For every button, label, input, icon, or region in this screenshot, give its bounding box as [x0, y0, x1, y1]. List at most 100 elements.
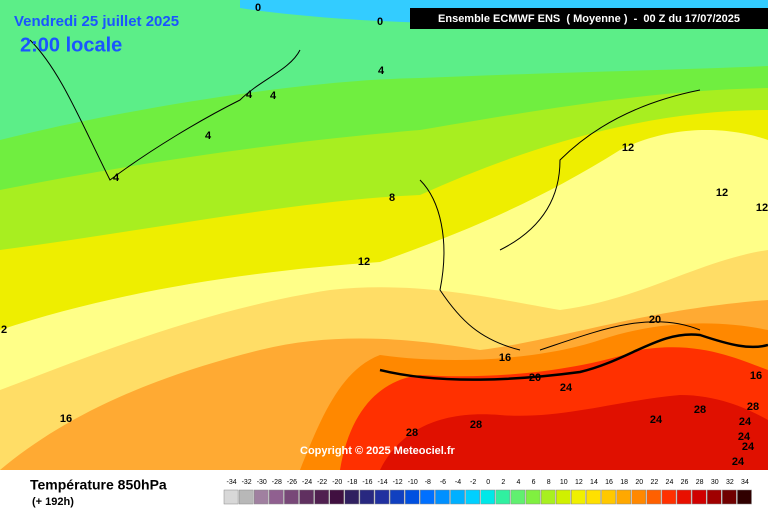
scale-swatch: [540, 489, 556, 505]
scale-label: -8: [425, 479, 431, 486]
scale-label: -28: [272, 479, 282, 486]
time: 2:00 locale: [20, 34, 122, 56]
contour-label: 2: [1, 324, 7, 336]
scale-label: -16: [362, 479, 372, 486]
header-box: [410, 8, 768, 29]
contour-label: 16: [499, 352, 511, 364]
scale-swatch: [420, 489, 435, 505]
scale-label: -22: [317, 479, 327, 486]
contour-label: 12: [716, 187, 728, 199]
contour-label: 0: [255, 2, 261, 14]
scale-swatch: [480, 489, 496, 505]
contour-label: 24: [739, 416, 752, 428]
scale-label: 32: [726, 479, 734, 486]
scale-swatch: [389, 489, 405, 505]
scale-swatch: [737, 489, 752, 505]
scale-swatch: [374, 489, 390, 505]
contour-label: 24: [738, 431, 751, 443]
scale-swatch: [269, 489, 284, 505]
scale-label: 0: [486, 479, 490, 486]
scale-swatch: [495, 489, 511, 505]
scale-label: 34: [741, 479, 749, 486]
contour-label: 24: [650, 414, 663, 426]
scale-swatch: [314, 489, 329, 505]
color-scale: -34 -32 -30 -28 -26 -24 -22 -20 -18 -16 -14 -12 -10-…: [223, 479, 752, 505]
scale-label: 14: [590, 479, 598, 486]
scale-swatch: [299, 489, 314, 505]
scale-label: -14: [377, 479, 387, 486]
scale-swatch: [601, 489, 616, 505]
contour-label: 12: [622, 142, 634, 154]
contour-label: 24: [560, 382, 573, 394]
scale-label: 10: [560, 479, 568, 486]
contour-label: 4: [246, 89, 253, 101]
scale-label: -2: [470, 479, 476, 486]
contour-label: 4: [113, 172, 120, 184]
scale-swatch: [691, 489, 707, 505]
contour-label: 24: [732, 456, 745, 468]
model-info: Ensemble ECMWF ENS ( Moyenne ) - 00 Z du…: [438, 13, 740, 25]
scale-label: 4: [516, 479, 520, 486]
scale-swatch: [435, 489, 450, 505]
scale-swatch: [525, 489, 541, 505]
scale-label: -20: [332, 479, 342, 486]
band-28: [380, 395, 768, 470]
scale-swatch: [510, 489, 526, 505]
scale-swatch: [616, 489, 631, 505]
contour-label: 4: [378, 65, 385, 77]
scale-label: -18: [347, 479, 357, 486]
scale-swatch: [722, 489, 737, 505]
scale-swatch: [238, 489, 254, 505]
scale-swatch: [631, 489, 647, 505]
scale-label: 18: [620, 479, 628, 486]
scale-label: -34: [226, 479, 236, 486]
scale-label: -32: [242, 479, 252, 486]
scale-swatch: [555, 489, 571, 505]
contour-label: 4: [270, 90, 277, 102]
scale-label: 26: [681, 479, 689, 486]
contour-label: 20: [529, 372, 541, 384]
scale-label: 22: [650, 479, 658, 486]
contour-label: 0: [377, 16, 383, 28]
scale-swatch: [359, 489, 375, 505]
scale-swatch: [253, 489, 269, 505]
scale-label: 30: [711, 479, 719, 486]
contour-label: 28: [406, 427, 418, 439]
scale-swatch: [676, 489, 692, 505]
contour-label: 16: [60, 413, 72, 425]
contour-label: 12: [358, 256, 370, 268]
scale-swatch: [344, 489, 360, 505]
scale-label: -26: [287, 479, 297, 486]
legend-title: Température 850hPa: [30, 477, 167, 493]
scale-label: -10: [408, 479, 418, 486]
scale-swatch: [284, 489, 299, 505]
scale-swatch: [661, 489, 677, 505]
scale-swatch: [450, 489, 465, 505]
scale-label: 28: [696, 479, 704, 486]
contour-label: 28: [747, 401, 759, 413]
date: Vendredi 25 juillet 2025: [14, 13, 179, 30]
scale-label: 8: [547, 479, 551, 486]
contour-label: 4: [205, 130, 212, 142]
scale-swatch: [706, 489, 722, 505]
contour-label: 12: [756, 202, 768, 214]
scale-swatch: [329, 489, 345, 505]
scale-swatch: [465, 489, 480, 505]
copyright: Copyright © 2025 Meteociel.fr: [300, 445, 456, 457]
contour-label: 20: [649, 314, 661, 326]
contour-label: 28: [694, 404, 706, 416]
scale-label: -30: [257, 479, 267, 486]
scale-swatch: [571, 489, 586, 505]
contour-label: 16: [750, 370, 762, 382]
scale-label: -4: [455, 479, 461, 486]
frontier-line: [379, 333, 768, 381]
contour-label: 24: [742, 441, 755, 453]
scale-label: 12: [575, 479, 583, 486]
scale-label: -6: [440, 479, 446, 486]
contour-label: 28: [470, 419, 482, 431]
scale-label: -12: [393, 479, 403, 486]
lead-time: (+ 192h): [32, 496, 74, 508]
scale-label: 16: [605, 479, 613, 486]
